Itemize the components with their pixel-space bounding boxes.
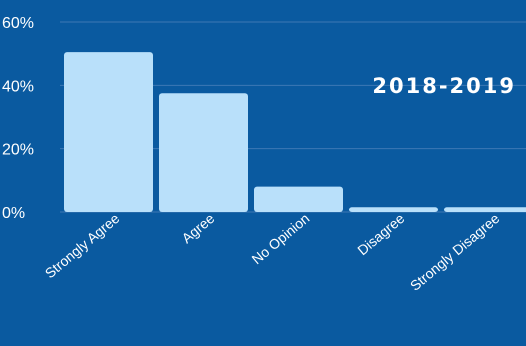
bar xyxy=(444,207,526,212)
x-tick-label: Agree xyxy=(179,210,218,246)
bar xyxy=(159,93,248,212)
bars xyxy=(64,52,526,213)
x-axis-labels: Strongly Agree Agree No Opinion Disagree Str… xyxy=(42,210,503,294)
y-tick-label: 40% xyxy=(2,78,34,95)
x-tick-label: No Opinion xyxy=(248,210,312,267)
chart-title: 2018-2019 xyxy=(372,74,516,98)
x-tick-label: Disagree xyxy=(354,210,407,258)
bar xyxy=(349,207,438,212)
y-tick-label: 0% xyxy=(2,205,25,222)
y-tick-label: 60% xyxy=(2,15,34,32)
x-tick-label: Strongly Disagree xyxy=(407,210,503,294)
y-tick-label: 20% xyxy=(2,142,34,159)
x-tick-label: Strongly Agree xyxy=(42,210,123,281)
bar xyxy=(64,52,153,213)
bar xyxy=(254,186,343,212)
y-axis-ticks: 0% 20% 40% 60% xyxy=(2,15,34,222)
